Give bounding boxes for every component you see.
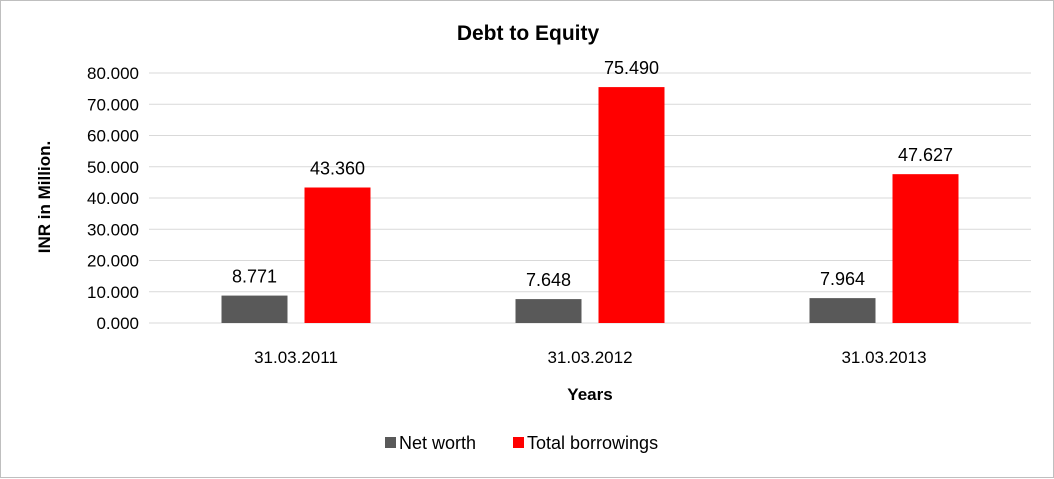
y-tick-label: 70.000 xyxy=(87,95,139,114)
chart-title: Debt to Equity xyxy=(457,22,600,45)
legend-swatch xyxy=(385,437,396,448)
legend-swatch xyxy=(513,437,524,448)
data-label: 43.360 xyxy=(310,159,365,179)
bar-net-worth xyxy=(515,299,582,323)
y-tick-label: 80.000 xyxy=(87,64,139,83)
y-tick-label: 40.000 xyxy=(87,189,139,208)
x-tick-label: 31.03.2013 xyxy=(841,348,926,367)
gridlines xyxy=(149,72,1031,324)
y-tick-label: 10.000 xyxy=(87,283,139,302)
y-axis-title: INR in Million. xyxy=(35,141,54,253)
x-axis-ticks: 31.03.2011 31.03.2012 31.03.2013 xyxy=(254,348,926,367)
y-tick-label: 0.000 xyxy=(96,314,139,333)
bar-total-borrowings xyxy=(892,174,959,323)
y-axis-ticks: 0.000 10.000 20.000 30.000 40.000 50.000 60.00… xyxy=(87,64,139,333)
legend-label: Net worth xyxy=(399,433,476,453)
data-label: 8.771 xyxy=(232,267,277,287)
y-tick-label: 60.000 xyxy=(87,127,139,146)
bar-total-borrowings xyxy=(598,87,665,323)
x-tick-label: 31.03.2012 xyxy=(547,348,632,367)
x-tick-label: 31.03.2011 xyxy=(254,348,338,367)
data-label: 75.490 xyxy=(604,58,659,78)
bar-net-worth xyxy=(221,295,288,323)
y-tick-label: 20.000 xyxy=(87,252,139,271)
data-labels: 8.771 43.360 7.648 75.490 7.964 47.627 xyxy=(232,58,953,290)
data-label: 7.648 xyxy=(526,270,571,290)
bars xyxy=(221,87,959,323)
data-label: 47.627 xyxy=(898,145,953,165)
x-axis-title: Years xyxy=(567,385,612,404)
legend: Net worth Total borrowings xyxy=(385,433,658,453)
bar-net-worth xyxy=(809,298,876,323)
bar-total-borrowings xyxy=(304,187,371,323)
y-tick-label: 50.000 xyxy=(87,158,139,177)
data-label: 7.964 xyxy=(820,269,865,289)
legend-label: Total borrowings xyxy=(527,433,658,453)
y-tick-label: 30.000 xyxy=(87,220,139,239)
